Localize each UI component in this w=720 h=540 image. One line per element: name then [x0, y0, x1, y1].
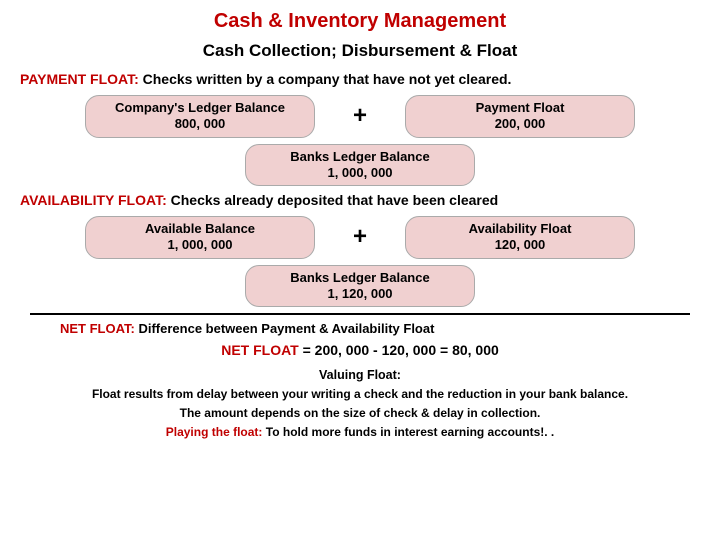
net-float-rest: Difference between Payment & Availabilit… [135, 321, 435, 336]
playing-float-rest: To hold more funds in interest earning a… [262, 425, 554, 439]
payment-float-rest: Checks written by a company that have no… [139, 71, 512, 87]
net-float-definition: NET FLOAT: Difference between Payment & … [20, 321, 700, 336]
banks-ledger-label-2: Banks Ledger Balance [256, 270, 464, 286]
company-ledger-label: Company's Ledger Balance [96, 100, 304, 116]
company-ledger-value: 800, 000 [96, 116, 304, 132]
availability-float-rest: Checks already deposited that have been … [167, 192, 498, 208]
playing-float-lead: Playing the float: [166, 425, 263, 439]
payment-float-heading: PAYMENT FLOAT: Checks written by a compa… [20, 71, 700, 87]
payment-float-lead: PAYMENT FLOAT: [20, 71, 139, 87]
payment-float-label: Payment Float [416, 100, 624, 116]
banks-ledger-label-1: Banks Ledger Balance [256, 149, 464, 165]
availability-float-row: Available Balance 1, 000, 000 + Availabi… [20, 216, 700, 259]
banks-ledger-pill-2: Banks Ledger Balance 1, 120, 000 [245, 265, 475, 308]
banks-ledger-value-1: 1, 000, 000 [256, 165, 464, 181]
payment-float-value: 200, 000 [416, 116, 624, 132]
available-balance-pill: Available Balance 1, 000, 000 [85, 216, 315, 259]
banks-ledger-pill-1: Banks Ledger Balance 1, 000, 000 [245, 144, 475, 187]
plus-sign-2: + [345, 223, 375, 251]
availability-float-lead: AVAILABILITY FLOAT: [20, 192, 167, 208]
available-balance-label: Available Balance [96, 221, 304, 237]
divider-line [30, 313, 690, 315]
availability-float-heading: AVAILABILITY FLOAT: Checks already depos… [20, 192, 700, 208]
banks-ledger-value-2: 1, 120, 000 [256, 286, 464, 302]
net-float-eq-rest: = 200, 000 - 120, 000 = 80, 000 [299, 342, 499, 358]
availability-float-value: 120, 000 [416, 237, 624, 253]
availability-float-pill: Availability Float 120, 000 [405, 216, 635, 259]
net-float-equation: NET FLOAT = 200, 000 - 120, 000 = 80, 00… [20, 342, 700, 358]
net-float-lead: NET FLOAT: [60, 321, 135, 336]
company-ledger-pill: Company's Ledger Balance 800, 000 [85, 95, 315, 138]
page-title: Cash & Inventory Management [20, 10, 700, 33]
net-float-eq-lead: NET FLOAT [221, 342, 299, 358]
valuing-line-2: The amount depends on the size of check … [20, 406, 700, 420]
available-balance-value: 1, 000, 000 [96, 237, 304, 253]
page-subtitle: Cash Collection; Disbursement & Float [20, 41, 700, 61]
availability-float-label: Availability Float [416, 221, 624, 237]
playing-float-line: Playing the float: To hold more funds in… [20, 425, 700, 439]
valuing-line-1: Float results from delay between your wr… [20, 387, 700, 401]
payment-float-row: Company's Ledger Balance 800, 000 + Paym… [20, 95, 700, 138]
payment-float-pill: Payment Float 200, 000 [405, 95, 635, 138]
plus-sign: + [345, 102, 375, 130]
valuing-float-title: Valuing Float: [20, 368, 700, 382]
